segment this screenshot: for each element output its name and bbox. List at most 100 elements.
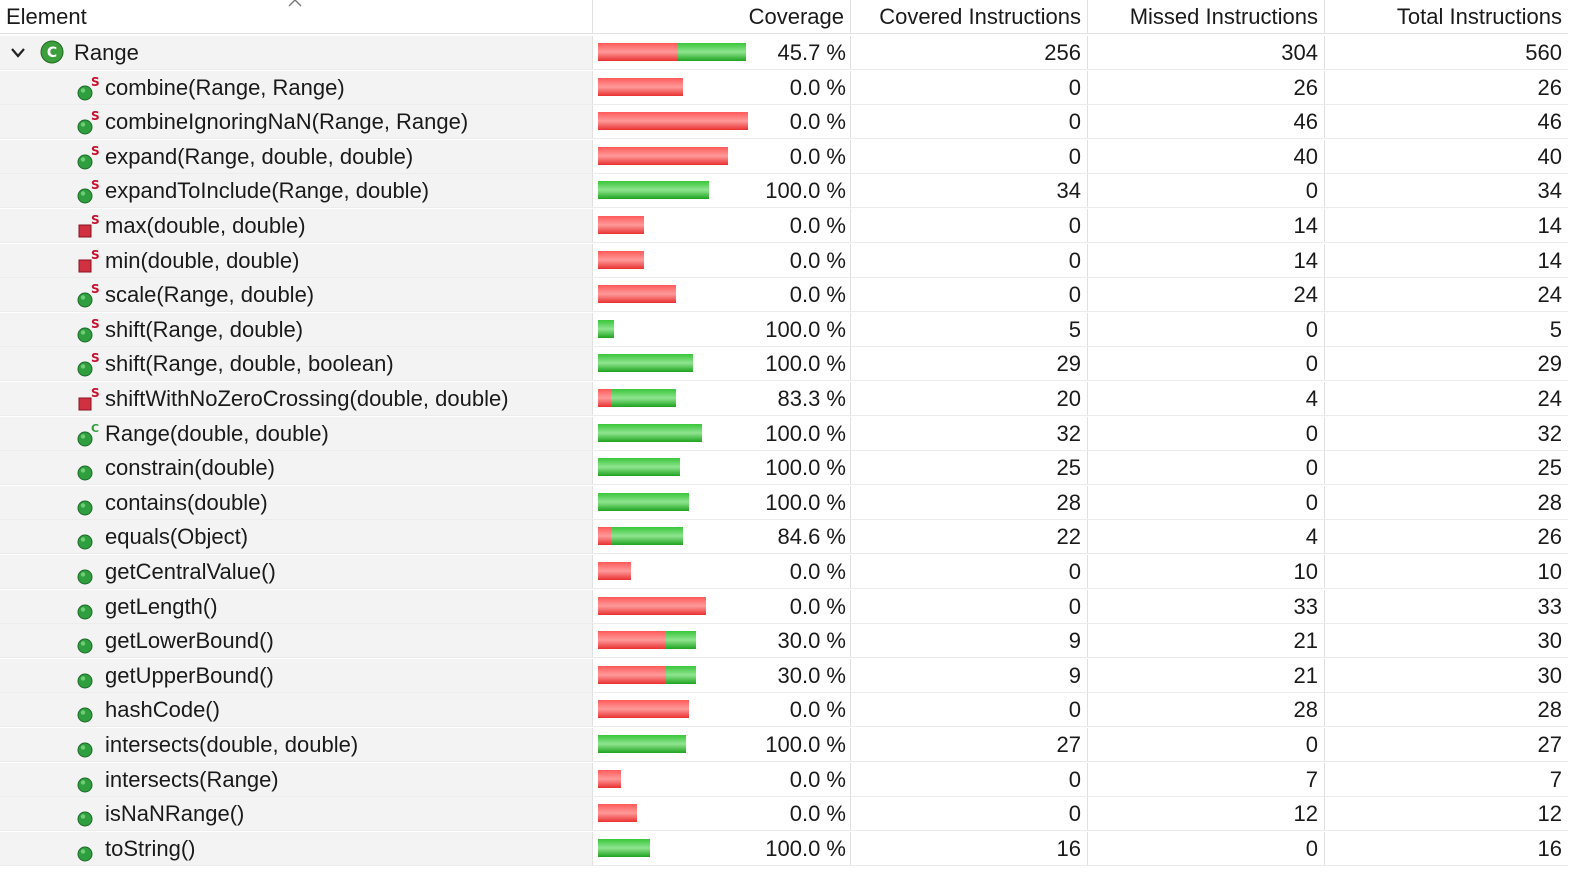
tree-item-label: getLowerBound() <box>105 628 274 654</box>
missed-instructions-cell: 24 <box>1087 278 1324 312</box>
public-method-icon <box>77 707 93 723</box>
total-instructions-cell: 29 <box>1324 347 1568 381</box>
column-header-coverage[interactable]: Coverage <box>592 0 850 33</box>
covered-instructions-cell: 0 <box>850 209 1087 242</box>
total-instructions-cell: 28 <box>1324 485 1568 519</box>
tree-item-label: getUpperBound() <box>105 662 274 688</box>
tree-row[interactable]: intersects(double, double) 100.0 % 27 0 27 <box>0 728 1568 762</box>
coverage-percent: 100.0 % <box>765 732 846 757</box>
covered-instructions-cell: 0 <box>850 70 1087 104</box>
coverage-bar <box>598 285 677 304</box>
coverage-bar <box>598 216 644 234</box>
coverage-cell: 0.0 % <box>592 797 850 831</box>
element-cell: intersects(Range) <box>0 762 592 796</box>
missed-bar-segment <box>598 562 631 580</box>
tree-row[interactable]: equals(Object) 84.6 % 22 4 26 <box>0 520 1568 555</box>
missed-instructions-cell: 14 <box>1087 209 1324 242</box>
element-cell: getLength() <box>0 589 592 623</box>
tree-item-label: shiftWithNoZeroCrossing(double, double) <box>105 386 509 411</box>
coverage-cell: 0.0 % <box>592 555 850 588</box>
column-header-covered-instructions[interactable]: Covered Instructions <box>850 0 1087 33</box>
covered-instructions-cell: 0 <box>850 105 1087 139</box>
coverage-percent: 100.0 % <box>765 420 846 446</box>
tree-item-label: expandToInclude(Range, double) <box>105 178 430 204</box>
tree-row[interactable]: constrain(double) 100.0 % 25 0 25 <box>0 451 1568 486</box>
element-cell: intersects(double, double) <box>0 728 592 761</box>
total-instructions-cell: 30 <box>1324 658 1568 692</box>
missed-instructions-cell: 0 <box>1087 451 1324 485</box>
missed-instructions-cell: 4 <box>1087 520 1324 554</box>
covered-bar-segment <box>598 492 690 511</box>
table-header: Element Coverage Covered Instructions Mi… <box>0 0 1568 34</box>
chevron-down-icon[interactable] <box>10 46 26 60</box>
missed-bar-segment <box>598 216 644 234</box>
coverage-cell: 84.6 % <box>592 520 850 554</box>
total-instructions-cell: 10 <box>1324 555 1568 588</box>
covered-bar-segment <box>611 389 677 407</box>
tree-row[interactable]: contains(double) 100.0 % 28 0 28 <box>0 485 1568 520</box>
tree-row[interactable]: getLowerBound() 30.0 % 9 21 30 <box>0 624 1568 659</box>
tree-row[interactable]: toString() 100.0 % 16 0 16 <box>0 831 1568 866</box>
element-cell: C Range <box>0 36 592 69</box>
tree-row[interactable]: hashCode() 0.0 % 0 28 28 <box>0 693 1568 728</box>
covered-instructions-cell: 5 <box>850 312 1087 346</box>
coverage-percent: 0.0 % <box>789 213 846 238</box>
tree-row[interactable]: getLength() 0.0 % 0 33 33 <box>0 589 1568 624</box>
tree-row[interactable]: intersects(Range) 0.0 % 0 7 7 <box>0 762 1568 797</box>
missed-instructions-cell: 0 <box>1087 312 1324 346</box>
public-method-icon <box>77 846 93 862</box>
tree-item-label: Range <box>74 40 139 65</box>
tree-item-label: combineIgnoringNaN(Range, Range) <box>105 109 469 135</box>
covered-bar-segment <box>611 527 683 546</box>
coverage-cell: 0.0 % <box>592 278 850 312</box>
total-instructions-cell: 28 <box>1324 693 1568 727</box>
coverage-bar <box>598 838 651 857</box>
covered-instructions-cell: 22 <box>850 520 1087 554</box>
covered-instructions-cell: 0 <box>850 555 1087 588</box>
element-cell: isNaNRange() <box>0 797 592 831</box>
column-header-element[interactable]: Element <box>6 4 87 29</box>
covered-instructions-cell: 9 <box>850 624 1087 658</box>
tree-row[interactable]: getCentralValue() 0.0 % 0 10 10 <box>0 555 1568 589</box>
constructor-icon: C <box>77 423 99 447</box>
static-private-method-icon: S <box>78 250 100 273</box>
tree-row-root[interactable]: C Range 45.7 % 256 304 560 <box>0 36 1568 70</box>
covered-instructions-cell: 20 <box>850 382 1087 415</box>
missed-instructions-cell: 21 <box>1087 658 1324 692</box>
svg-text:C: C <box>91 423 99 435</box>
covered-bar-segment <box>598 423 703 442</box>
missed-instructions-cell: 0 <box>1087 831 1324 865</box>
covered-bar-segment <box>598 319 615 338</box>
svg-text:S: S <box>91 250 100 262</box>
covered-instructions-cell: 34 <box>850 174 1087 208</box>
tree-row[interactable]: isNaNRange() 0.0 % 0 12 12 <box>0 797 1568 832</box>
tree-row[interactable]: C Range(double, double) 100.0 % 32 0 32 <box>0 416 1568 451</box>
coverage-bar <box>598 527 683 546</box>
coverage-percent: 0.0 % <box>789 109 846 135</box>
covered-instructions-cell: 0 <box>850 243 1087 277</box>
tree-item-label: intersects(double, double) <box>105 732 359 757</box>
missed-instructions-cell: 4 <box>1087 382 1324 415</box>
tree-row[interactable]: getUpperBound() 30.0 % 9 21 30 <box>0 658 1568 693</box>
column-header-total-instructions[interactable]: Total Instructions <box>1324 0 1568 33</box>
column-header-missed-instructions[interactable]: Missed Instructions <box>1087 0 1324 33</box>
coverage-percent: 0.0 % <box>789 697 846 723</box>
static-public-method-icon: S <box>77 77 100 101</box>
missed-bar-segment <box>598 285 677 304</box>
covered-instructions-cell: 29 <box>850 347 1087 381</box>
coverage-percent: 0.0 % <box>789 282 846 308</box>
coverage-bar <box>598 665 696 684</box>
coverage-cell: 0.0 % <box>592 209 850 242</box>
